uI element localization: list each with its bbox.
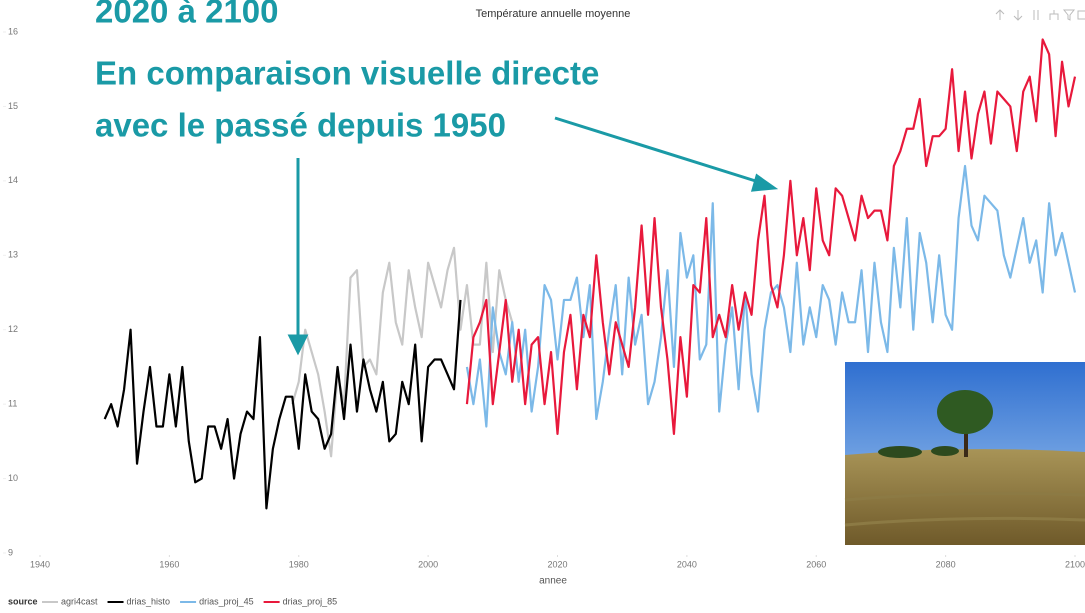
series-line <box>292 248 512 456</box>
x-tick-label: 2040 <box>677 559 697 569</box>
y-tick-label: 9 <box>8 547 13 557</box>
chart: 9 10 11 12 13 14 15 16 1940 1960 1980 2000 2020 2040 2… <box>0 0 1085 613</box>
x-tick-label: 2060 <box>806 559 826 569</box>
x-tick-label: 2100 <box>1065 559 1085 569</box>
arrow-shaft <box>555 118 762 183</box>
y-tick-label: 15 <box>8 101 18 111</box>
legend-label: drias_proj_85 <box>283 596 338 606</box>
x-axis-label: annee <box>539 576 567 587</box>
legend: source agri4cast drias_histo drias_proj_45… <box>8 596 337 606</box>
icon-filter[interactable] <box>1064 10 1074 20</box>
legend-label: drias_proj_45 <box>199 596 254 606</box>
icon-down[interactable] <box>1014 10 1022 20</box>
photo <box>845 362 1085 545</box>
y-tick-label: 16 <box>8 26 18 36</box>
legend-title: source <box>8 596 38 606</box>
y-tick-label: 13 <box>8 250 18 260</box>
arrow-head <box>753 176 774 190</box>
icon-expand[interactable] <box>1034 10 1038 20</box>
legend-label: agri4cast <box>61 596 98 606</box>
toolbar-icons[interactable] <box>996 10 1085 20</box>
photo-bushes <box>878 446 922 458</box>
y-tick-label: 14 <box>8 175 18 185</box>
icon-focus[interactable] <box>1078 11 1085 19</box>
series-line <box>105 300 461 508</box>
arrows <box>290 118 774 352</box>
x-tick-label: 2020 <box>547 559 567 569</box>
y-tick-label: 10 <box>8 473 18 483</box>
photo-tree <box>937 390 993 434</box>
annotation: 2020 à 2100 <box>95 0 279 30</box>
x-tick-label: 1960 <box>159 559 179 569</box>
legend-label: drias_histo <box>127 596 171 606</box>
y-tick-label: 12 <box>8 324 18 334</box>
annotation: avec le passé depuis 1950 <box>95 107 506 144</box>
annotation: En comparaison visuelle directe <box>95 55 599 92</box>
icon-up[interactable] <box>996 10 1004 20</box>
photo-bushes <box>931 446 959 456</box>
x-tick-label: 1940 <box>30 559 50 569</box>
icon-hierarchy[interactable] <box>1050 10 1058 20</box>
x-tick-label: 1980 <box>289 559 309 569</box>
x-tick-label: 2080 <box>936 559 956 569</box>
x-tick-label: 2000 <box>418 559 438 569</box>
y-tick-label: 11 <box>8 399 17 409</box>
chart-title: Température annuelle moyenne <box>476 8 631 20</box>
